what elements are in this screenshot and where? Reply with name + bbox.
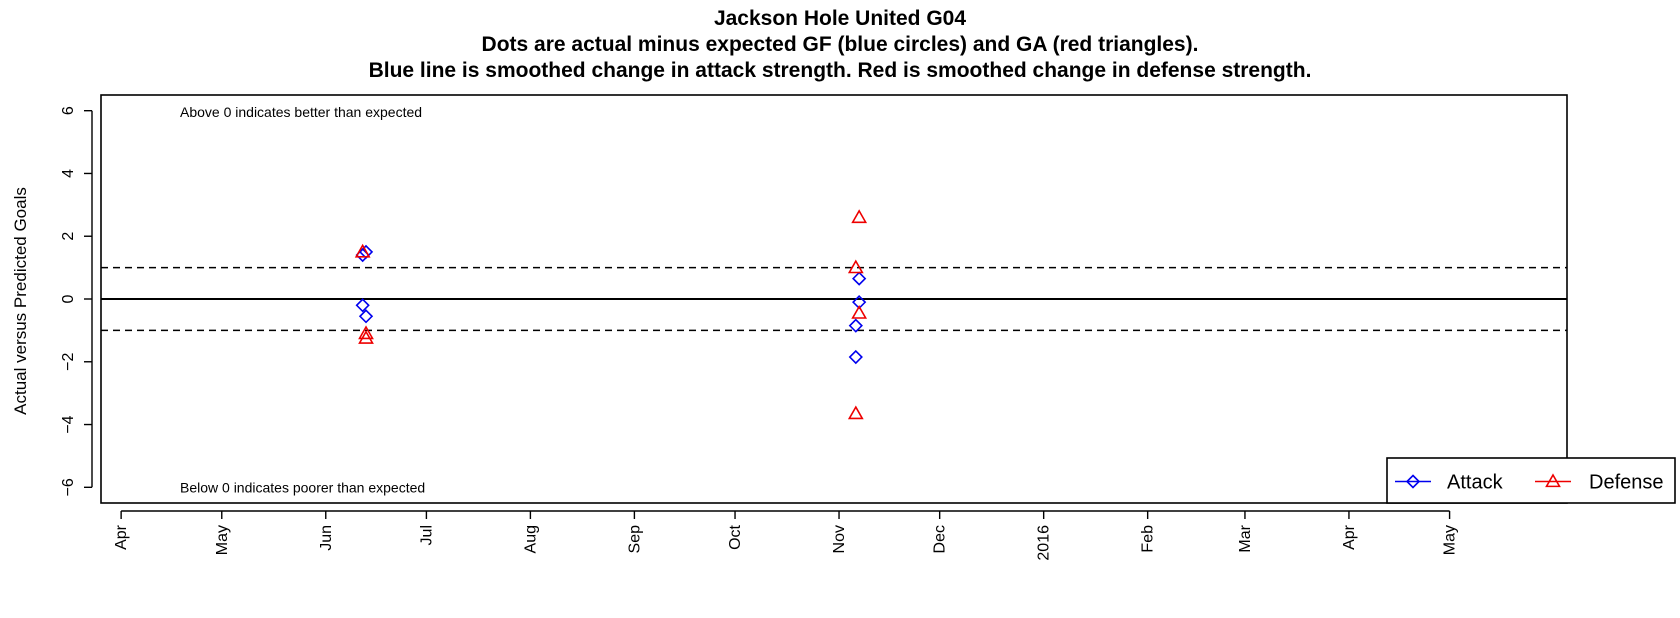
chart-title: Jackson Hole United G04 — [713, 7, 967, 30]
legend-defense-marker — [1545, 473, 1561, 488]
x-tick-label: Feb — [1140, 525, 1157, 553]
y-tick-label: 0 — [60, 294, 77, 303]
x-tick-label: Mar — [1237, 524, 1254, 552]
y-tick-label: −6 — [60, 478, 77, 496]
x-tick-label: Jul — [418, 525, 435, 545]
x-tick-label: Jun — [318, 525, 335, 551]
chart-subtitle-1: Dots are actual minus expected GF (blue … — [481, 33, 1199, 56]
x-tick-label: Aug — [522, 525, 539, 553]
attack-point — [848, 349, 863, 365]
legend: Attack Defense — [1386, 457, 1676, 504]
annotation-above: Above 0 indicates better than expected — [180, 104, 422, 120]
y-tick-label: −4 — [60, 415, 77, 433]
y-tick-label: 4 — [60, 169, 77, 178]
plot-frame — [100, 94, 1568, 504]
y-axis-label: Actual versus Predicted Goals — [11, 187, 30, 415]
y-tick-label: −2 — [60, 353, 77, 371]
reference-lines — [101, 266, 1567, 332]
defense-point — [354, 243, 371, 258]
legend-defense-label: Defense — [1589, 472, 1664, 494]
x-tick-label: Oct — [727, 524, 744, 549]
defense-point — [847, 405, 864, 420]
y-axis: −6 −4 −2 0 2 4 6 — [60, 106, 93, 496]
attack-point — [358, 244, 374, 260]
x-tick-label: 2016 — [1036, 525, 1053, 561]
defense-point — [851, 209, 868, 224]
x-tick-label: Nov — [831, 525, 848, 553]
attack-point — [355, 298, 370, 313]
legend-attack-marker — [1405, 474, 1421, 489]
defense-point — [847, 259, 864, 274]
attack-point — [848, 318, 863, 333]
legend-box — [1386, 457, 1676, 504]
x-tick-label: Sep — [626, 525, 643, 554]
x-tick-label: Apr — [1341, 524, 1358, 550]
x-tick-label: May — [1442, 525, 1459, 555]
x-axis: Apr May Jun Jul Aug Sep Oct Nov Dec 2016 Feb Mar Apr… — [113, 510, 1459, 561]
x-tick-label: May — [214, 525, 231, 555]
data-points — [354, 209, 868, 420]
y-tick-label: 6 — [60, 106, 77, 115]
annotation-below: Below 0 indicates poorer than expected — [180, 479, 425, 495]
chart-titles: Jackson Hole United G04 Dots are actual … — [0, 6, 1680, 84]
attack-point — [358, 309, 374, 324]
defense-point — [358, 330, 374, 344]
legend-attack-label: Attack — [1447, 472, 1504, 494]
defense-point — [851, 305, 868, 319]
y-tick-label: 2 — [60, 232, 77, 241]
x-tick-label: Dec — [932, 525, 949, 553]
defense-point — [358, 325, 374, 340]
attack-point — [852, 271, 867, 286]
x-tick-label: Apr — [113, 524, 130, 550]
chart-subtitle-2: Blue line is smoothed change in attack s… — [368, 59, 1312, 82]
